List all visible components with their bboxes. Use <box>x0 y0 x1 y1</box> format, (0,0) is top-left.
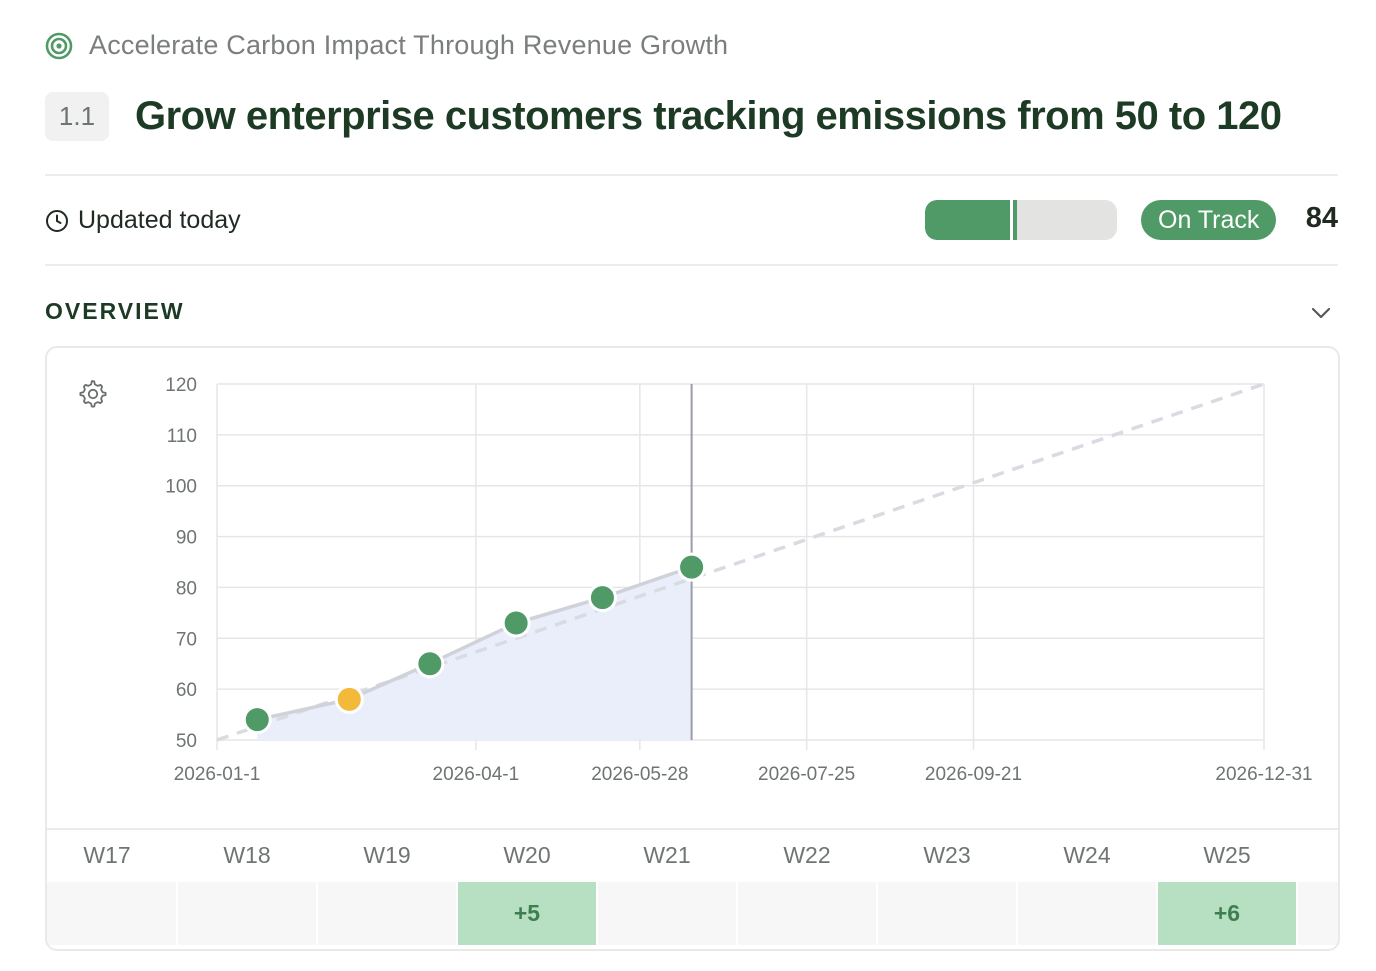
gear-icon[interactable] <box>77 378 107 408</box>
data-point <box>334 684 364 714</box>
x-tick-label: 2026-04-1 <box>433 764 520 785</box>
key-result-number: 1.1 <box>45 92 109 141</box>
week-cell-empty <box>738 882 878 945</box>
status-row: Updated today On Track 84 <box>45 196 1338 246</box>
week-label: W21 <box>643 842 691 868</box>
y-tick-label: 60 <box>176 680 197 701</box>
week-cell-empty <box>598 882 738 945</box>
y-tick-label: 80 <box>176 578 197 599</box>
key-result-title[interactable]: Grow enterprise customers tracking emiss… <box>135 94 1282 138</box>
x-tick-label: 2026-07-25 <box>758 764 855 785</box>
updated-text: Updated today <box>78 206 241 234</box>
data-point <box>415 649 445 679</box>
week-change-cell[interactable]: +5 <box>458 882 598 945</box>
progress-bar <box>925 200 1117 240</box>
y-tick-label: 90 <box>176 528 197 549</box>
progress-expected-marker-line <box>1013 200 1018 240</box>
target-icon <box>45 32 73 59</box>
week-cell-empty <box>178 882 318 945</box>
week-change-cell[interactable]: +6 <box>1158 882 1298 945</box>
status-badge[interactable]: On Track <box>1141 200 1277 240</box>
week-labels: W17 W18 W19 W20 W21 W22 W23 W24 W25 <box>47 830 1338 882</box>
week-label: W24 <box>1063 842 1111 868</box>
data-point <box>242 705 272 735</box>
x-tick-label: 2026-09-21 <box>925 764 1022 785</box>
week-cell-empty <box>878 882 1018 945</box>
x-tick-label: 2026-12-31 <box>1215 764 1312 785</box>
y-tick-label: 120 <box>165 375 197 396</box>
week-label: W23 <box>923 842 971 868</box>
overview-section-header[interactable]: OVERVIEW <box>45 298 1338 332</box>
data-point <box>587 583 617 613</box>
x-tick-label: 2026-05-28 <box>591 764 688 785</box>
divider <box>45 264 1338 266</box>
y-tick-label: 110 <box>167 426 197 447</box>
week-cell-empty <box>318 882 458 945</box>
chevron-down-icon[interactable] <box>1310 302 1332 324</box>
week-cell-empty <box>1018 882 1158 945</box>
overview-label: OVERVIEW <box>45 298 185 324</box>
week-label: W17 <box>83 842 131 868</box>
week-label: W18 <box>223 842 271 868</box>
y-tick-label: 50 <box>176 731 197 752</box>
x-tick-label: 2026-01-1 <box>174 764 261 785</box>
key-result-header: 1.1 Grow enterprise customers tracking e… <box>45 92 1282 141</box>
progress-fill <box>925 200 1018 240</box>
week-label: W25 <box>1203 842 1251 868</box>
y-tick-label: 70 <box>176 629 197 650</box>
data-point <box>677 552 707 582</box>
week-label: W20 <box>503 842 551 868</box>
week-change-cells: +5 +6 <box>47 882 1338 945</box>
actual-line <box>256 565 693 722</box>
overview-card: 120 110 100 90 80 70 60 50 2026-01-1 2026-04-1 202… <box>45 346 1340 951</box>
objective-header[interactable]: Accelerate Carbon Impact Through Revenue… <box>45 30 728 61</box>
data-point <box>501 608 531 638</box>
y-tick-label: 100 <box>165 477 197 498</box>
divider <box>45 174 1338 176</box>
week-label: W22 <box>783 842 831 868</box>
week-cell-empty <box>47 882 178 945</box>
weeks-divider <box>47 828 1338 830</box>
objective-title: Accelerate Carbon Impact Through Revenue… <box>89 30 729 60</box>
progress-expected-marker <box>1010 200 1014 240</box>
clock-icon <box>46 209 68 232</box>
week-label: W19 <box>363 842 411 868</box>
current-value: 84 <box>1305 202 1338 234</box>
progress-area <box>257 567 692 740</box>
progress-chart: 120 110 100 90 80 70 60 50 2026-01-1 2026-04-1 202… <box>165 375 1312 785</box>
target-line <box>216 382 1265 742</box>
updated-indicator: Updated today <box>45 206 241 235</box>
